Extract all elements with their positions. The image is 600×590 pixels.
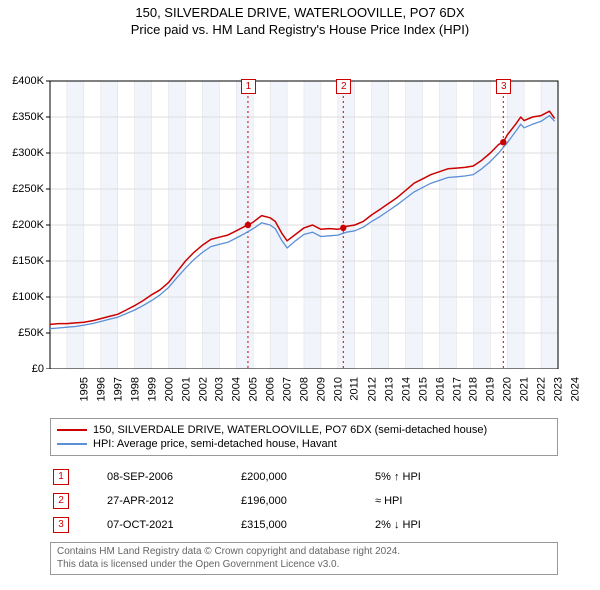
title-subtitle: Price paid vs. HM Land Registry's House … (0, 22, 600, 37)
marker-hpi: ≈ HPI (374, 490, 556, 512)
x-axis-label: 2001 (180, 377, 192, 401)
markers-table: 1 08-SEP-2006£200,0005% ↑ HPI 2 27-APR-2012… (50, 464, 558, 538)
marker-price: £196,000 (240, 490, 372, 512)
x-axis-label: 2007 (282, 377, 294, 401)
marker-hpi: 2% ↓ HPI (374, 514, 556, 536)
legend-label: HPI: Average price, semi-detached house,… (93, 438, 337, 450)
x-axis-label: 2020 (502, 377, 514, 401)
chart-titles: 150, SILVERDALE DRIVE, WATERLOOVILLE, PO… (0, 0, 600, 37)
x-axis-label: 2011 (349, 377, 361, 401)
marker-date: 27-APR-2012 (106, 490, 238, 512)
y-axis-label: £300K (4, 147, 44, 159)
marker-number: 1 (53, 469, 69, 485)
legend-item: 150, SILVERDALE DRIVE, WATERLOOVILLE, PO… (57, 423, 551, 437)
x-axis-label: 2017 (451, 377, 463, 401)
x-axis-label: 2016 (434, 377, 446, 401)
x-axis-label: 2013 (383, 377, 395, 401)
x-axis-label: 2023 (553, 377, 565, 401)
x-axis-label: 2012 (366, 377, 378, 401)
title-address: 150, SILVERDALE DRIVE, WATERLOOVILLE, PO… (0, 5, 600, 20)
legend: 150, SILVERDALE DRIVE, WATERLOOVILLE, PO… (50, 418, 558, 456)
x-axis-label: 2009 (316, 377, 328, 401)
x-axis-label: 2000 (163, 377, 175, 401)
x-axis-label: 2024 (570, 377, 582, 401)
legend-swatch (57, 443, 87, 445)
footer-line-1: Contains HM Land Registry data © Crown c… (57, 546, 551, 559)
x-axis-label: 2008 (299, 377, 311, 401)
marker-row: 1 08-SEP-2006£200,0005% ↑ HPI (52, 466, 556, 488)
x-axis-label: 2021 (519, 377, 531, 401)
x-axis-label: 1996 (95, 377, 107, 401)
marker-number: 2 (53, 493, 69, 509)
x-axis-label: 2002 (197, 377, 209, 401)
legend-item: HPI: Average price, semi-detached house,… (57, 437, 551, 451)
marker-hpi: 5% ↑ HPI (374, 466, 556, 488)
x-axis-label: 2014 (400, 377, 412, 401)
y-axis-label: £150K (4, 255, 44, 267)
marker-date: 08-SEP-2006 (106, 466, 238, 488)
x-axis-label: 2018 (468, 377, 480, 401)
marker-number-1: 1 (241, 79, 256, 94)
y-axis-label: £400K (4, 75, 44, 87)
marker-price: £200,000 (240, 466, 372, 488)
x-axis-label: 2015 (417, 377, 429, 401)
marker-price: £315,000 (240, 514, 372, 536)
x-axis-label: 2004 (231, 377, 243, 401)
marker-number-3: 3 (496, 79, 511, 94)
x-axis-label: 1999 (146, 377, 158, 401)
marker-row: 3 07-OCT-2021£315,0002% ↓ HPI (52, 514, 556, 536)
y-axis-label: £50K (4, 327, 44, 339)
x-axis-label: 2003 (214, 377, 226, 401)
x-axis-label: 1995 (78, 377, 90, 401)
y-axis-label: £350K (4, 111, 44, 123)
legend-label: 150, SILVERDALE DRIVE, WATERLOOVILLE, PO… (93, 424, 487, 436)
y-axis-label: £100K (4, 291, 44, 303)
marker-number: 3 (53, 517, 69, 533)
x-axis-label: 2022 (536, 377, 548, 401)
x-axis-label: 2019 (485, 377, 497, 401)
marker-date: 07-OCT-2021 (106, 514, 238, 536)
footer-line-2: This data is licensed under the Open Gov… (57, 559, 551, 572)
marker-number-2: 2 (336, 79, 351, 94)
x-axis-label: 2005 (248, 377, 260, 401)
footer-attribution: Contains HM Land Registry data © Crown c… (50, 542, 558, 575)
y-axis-label: £250K (4, 183, 44, 195)
legend-swatch (57, 429, 87, 431)
x-axis-label: 1998 (129, 377, 141, 401)
y-axis-label: £200K (4, 219, 44, 231)
x-axis-label: 2010 (332, 377, 344, 401)
y-axis-label: £0 (4, 363, 44, 375)
x-axis-label: 1997 (112, 377, 124, 401)
marker-row: 2 27-APR-2012£196,000≈ HPI (52, 490, 556, 512)
x-axis-label: 2006 (265, 377, 277, 401)
chart-area: £0£50K£100K£150K£200K£250K£300K£350K£400… (0, 39, 600, 369)
